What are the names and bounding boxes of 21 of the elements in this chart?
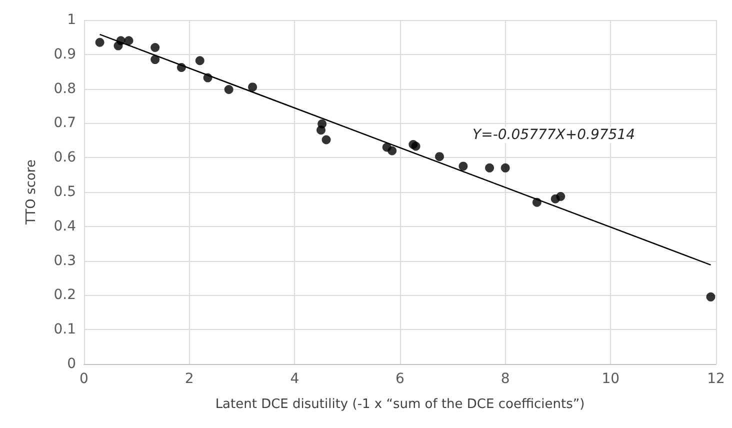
y-axis-title: TTO score [24, 160, 39, 226]
y-tick-label: 0.4 [54, 218, 76, 234]
y-tick-label: 0.2 [54, 287, 76, 304]
x-tick-label: 12 [707, 371, 725, 387]
x-tick-label: 0 [80, 371, 88, 387]
y-tick-label: 0 [67, 356, 76, 372]
y-tick-label: 0.3 [54, 252, 76, 269]
x-tick-label: 2 [184, 371, 194, 387]
y-tick-label: 0.8 [54, 80, 76, 97]
x-axis-title: Latent DCE disutility (-1 x “sum of the DCE coefficients”) [215, 397, 585, 412]
x-tick-label: 4 [290, 371, 300, 387]
y-tick-label: 0.1 [54, 322, 76, 338]
y-tick-label: 0.6 [54, 150, 76, 166]
annotation: Y=-0.05777X+0.97514 [472, 127, 636, 143]
y-tick-label: 0.7 [54, 115, 76, 132]
y-tick-label: 1 [67, 12, 76, 28]
x-tick-label: 10 [602, 371, 620, 387]
y-tick-label: 0.9 [54, 46, 76, 62]
x-tick-label: 6 [396, 371, 405, 387]
x-tick-label: 8 [500, 371, 510, 387]
y-tick-label: 0.5 [54, 184, 76, 200]
